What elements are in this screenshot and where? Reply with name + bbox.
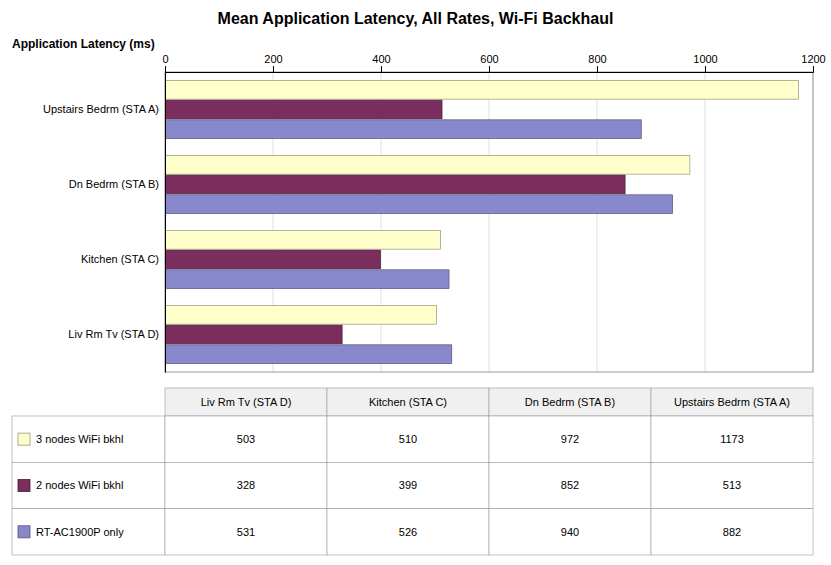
- grid-line: [489, 72, 490, 372]
- table-header: Liv Rm Tv (STA D): [201, 396, 292, 408]
- bar: [165, 250, 380, 269]
- table-cell: [12, 462, 165, 508]
- plot-frame: [165, 72, 813, 372]
- x-tick-mark: [165, 66, 166, 72]
- x-tick-mark: [489, 66, 490, 72]
- x-tick-mark: [813, 66, 814, 72]
- bar: [165, 230, 440, 249]
- grid-line: [597, 72, 598, 372]
- x-tick-label: 1000: [693, 53, 717, 65]
- x-tick: 800: [588, 53, 606, 72]
- table-value: 1173: [720, 433, 744, 445]
- x-tick-label: 0: [162, 53, 168, 65]
- y-axis-line: [165, 73, 166, 373]
- x-tick: 400: [372, 53, 390, 72]
- table-cell: [651, 509, 813, 555]
- table-value: 531: [237, 526, 255, 538]
- table-cell: [489, 388, 651, 416]
- bars: [165, 80, 798, 363]
- table: Liv Rm Tv (STA D) Kitchen (STA C) Dn Bedrm…: [12, 388, 813, 555]
- x-tick: 1000: [693, 53, 717, 72]
- table-row-label: 2 nodes WiFi bkhl: [36, 479, 123, 491]
- table-row-label: RT-AC1900P only: [36, 526, 124, 538]
- bar: [165, 120, 641, 139]
- plot: 0 200 400 600 800 1000 1200 Upstairs Bedrm (STA…: [43, 53, 826, 373]
- table-header: Upstairs Bedrm (STA A): [674, 396, 790, 408]
- x-axis-title: Application Latency (ms): [12, 37, 155, 51]
- x-tick-label: 600: [480, 53, 498, 65]
- x-tick: 0: [162, 53, 168, 72]
- table-cell: [327, 416, 489, 462]
- table-cell: [165, 462, 327, 508]
- table-cell: [489, 416, 651, 462]
- table-cell: [165, 388, 327, 416]
- table-cell: [165, 416, 327, 462]
- table-value: 852: [561, 479, 579, 491]
- table-value: 399: [399, 479, 417, 491]
- bar: [165, 345, 452, 364]
- x-tick-mark: [597, 66, 598, 72]
- table-value: 972: [561, 433, 579, 445]
- table-cell: [12, 509, 165, 555]
- table-cell: [651, 388, 813, 416]
- table-swatch: [18, 480, 30, 492]
- table-cell: [327, 462, 489, 508]
- table-swatch: [18, 433, 30, 445]
- chart: Mean Application Latency, All Rates, Wi-…: [0, 0, 831, 565]
- x-tick-mark: [705, 66, 706, 72]
- table-value: 526: [399, 526, 417, 538]
- y-tick: Dn Bedrm (STA B): [69, 178, 165, 190]
- table-value: 328: [237, 479, 255, 491]
- y-tick: Liv Rm Tv (STA D): [68, 328, 165, 340]
- bar: [165, 270, 449, 289]
- y-axis: Upstairs Bedrm (STA A) Dn Bedrm (STA B) Ki…: [43, 73, 165, 373]
- table-cell: [651, 416, 813, 462]
- bar: [165, 100, 442, 119]
- table-swatch: [18, 526, 30, 538]
- table-value: 882: [723, 526, 741, 538]
- table-cell: [651, 462, 813, 508]
- table-row-label: 3 nodes WiFi bkhl: [36, 433, 123, 445]
- y-tick-label: Liv Rm Tv (STA D): [68, 328, 159, 340]
- x-tick-label: 400: [372, 53, 390, 65]
- y-tick-label: Kitchen (STA C): [81, 253, 159, 265]
- bar: [165, 80, 798, 99]
- x-tick: 200: [264, 53, 282, 72]
- x-tick-mark: [273, 66, 274, 72]
- table-header: Dn Bedrm (STA B): [525, 396, 615, 408]
- x-axis: 0 200 400 600 800 1000 1200: [162, 53, 825, 73]
- table-value: 510: [399, 433, 417, 445]
- bar: [165, 195, 673, 214]
- x-tick-label: 200: [264, 53, 282, 65]
- x-tick-label: 1200: [801, 53, 825, 65]
- table-value: 503: [237, 433, 255, 445]
- y-tick: Kitchen (STA C): [81, 253, 165, 265]
- x-tick: 1200: [801, 53, 825, 72]
- grid-line: [705, 72, 706, 372]
- table-cell: [489, 509, 651, 555]
- table-cell: [327, 388, 489, 416]
- table-value: 940: [561, 526, 579, 538]
- y-tick: Upstairs Bedrm (STA A): [43, 103, 165, 115]
- x-tick-mark: [381, 66, 382, 72]
- bar: [165, 305, 437, 324]
- title: Mean Application Latency, All Rates, Wi-…: [218, 10, 614, 27]
- table-header: Kitchen (STA C): [369, 396, 447, 408]
- bar: [165, 325, 342, 344]
- x-tick: 600: [480, 53, 498, 72]
- grid: [165, 72, 813, 372]
- bar: [165, 175, 625, 194]
- table-cell: [489, 462, 651, 508]
- table-value: 513: [723, 479, 741, 491]
- table-cell: [12, 416, 165, 462]
- y-tick-label: Dn Bedrm (STA B): [69, 178, 159, 190]
- table-cell: [165, 509, 327, 555]
- y-tick-label: Upstairs Bedrm (STA A): [43, 103, 159, 115]
- table-cell: [327, 509, 489, 555]
- x-tick-label: 800: [588, 53, 606, 65]
- bar: [165, 155, 690, 174]
- x-axis-line: [166, 66, 814, 73]
